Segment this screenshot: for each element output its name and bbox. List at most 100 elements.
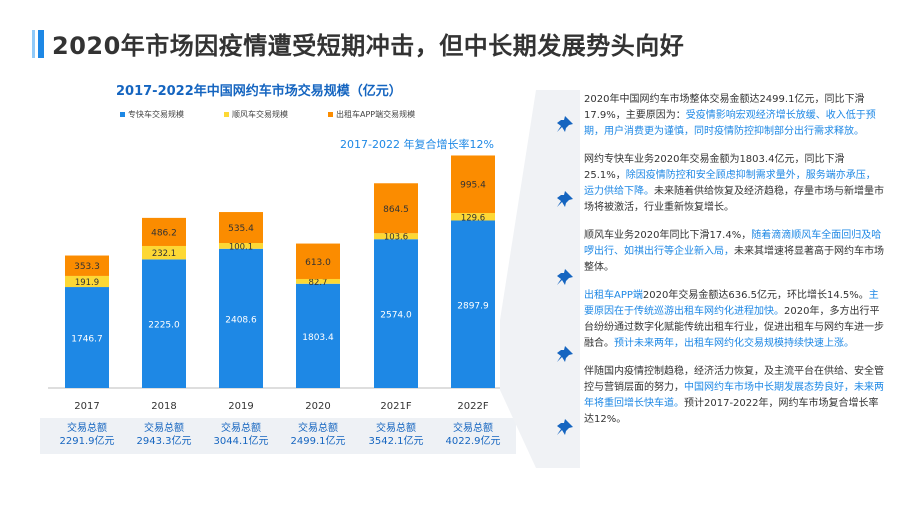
note-paragraph: 伴随国内疫情控制趋稳，经济活力恢复，及主流平台在供给、安全管控与营销层面的努力，… <box>584 364 884 428</box>
note-text: 2020年交易金额达636.5亿元，环比增长14.5%。 <box>642 290 869 301</box>
note-highlight: 出租车APP端 <box>584 290 643 301</box>
note-text: 网约专快车业务2020年交易金额为1803.4亿元，同比下滑25.1%， <box>584 154 845 181</box>
page-title: 2020年市场因疫情遭受短期冲击，但中长期发展势头向好 <box>52 32 685 60</box>
data-label: 82.7 <box>309 278 328 288</box>
note-text: 预计2017-2022年，网约车市场复合增长率达12%。 <box>584 398 879 425</box>
data-label: 864.5 <box>383 205 409 215</box>
note-highlight: 随着滴滴顺风车全面回归及哈啰出行、如祺出行等企业新入局， <box>584 230 882 257</box>
data-label: 535.4 <box>228 224 254 234</box>
bar-segment-2017-0 <box>65 287 109 388</box>
note-text: 顺风车业务2020年同比下滑17.4%， <box>584 230 752 241</box>
data-label: 100.1 <box>229 242 253 252</box>
legend-swatch <box>328 112 333 117</box>
note-paragraph: 出租车APP端2020年交易金额达636.5亿元，环比增长14.5%。主要原因在… <box>584 288 884 352</box>
legend-item-carpool: 顺风车交易规模 <box>224 109 288 120</box>
total-label: 交易总额 2499.1亿元 <box>278 422 358 448</box>
pushpin-icon <box>557 346 573 362</box>
pushpin-icon <box>557 191 573 207</box>
pushpin-icon <box>557 269 573 285</box>
total-caption: 交易总额 <box>453 423 493 434</box>
data-label: 232.1 <box>152 249 176 259</box>
note-highlight: 受疫情影响宏观经济增长放缓、收入低于预期，用户消费更为谨慎，同时疫情防控抑制部分… <box>584 110 876 137</box>
total-caption: 交易总额 <box>376 423 416 434</box>
total-label: 交易总额 2291.9亿元 <box>47 422 127 448</box>
bar-segment-2021F-2 <box>374 183 418 234</box>
total-label: 交易总额 4022.9亿元 <box>433 422 513 448</box>
bar-segment-2019-2 <box>219 212 263 243</box>
note-text: 未来随着供给恢复及经济趋稳，存量市场与新增量市场将被激活，行业重新恢复增长。 <box>584 186 884 213</box>
note-highlight: 中国网约车市场中长期发展态势良好，未来两年将重回增长快车道。 <box>584 382 884 409</box>
total-label: 交易总额 3044.1亿元 <box>201 422 281 448</box>
bar-segment-2017-1 <box>65 275 109 288</box>
total-caption: 交易总额 <box>221 423 261 434</box>
data-label: 995.4 <box>460 181 486 191</box>
bar-segment-2021F-1 <box>374 233 418 240</box>
note-paragraph: 2020年中国网约车市场整体交易金额达2499.1亿元，同比下滑17.9%，主要… <box>584 92 884 140</box>
bar-segment-2017-2 <box>65 255 109 276</box>
x-tick-label: 2017 <box>74 401 99 412</box>
bar-segment-2020-0 <box>296 283 340 388</box>
total-value: 2291.9亿元 <box>59 436 115 447</box>
x-tick-label: 2019 <box>228 401 253 412</box>
x-tick-label: 2021F <box>380 401 411 412</box>
x-tick-label: 2020 <box>305 401 330 412</box>
bar-segment-2020-1 <box>296 278 340 284</box>
bar-segment-2021F-0 <box>374 239 418 388</box>
title-accent-light <box>32 30 35 58</box>
x-tick-label: 2018 <box>151 401 176 412</box>
data-label: 2408.6 <box>225 315 257 325</box>
total-label: 交易总额 3542.1亿元 <box>356 422 436 448</box>
total-value: 4022.9亿元 <box>445 436 501 447</box>
legend-swatch <box>120 112 125 117</box>
data-label: 613.0 <box>305 258 331 268</box>
total-value: 3044.1亿元 <box>213 436 269 447</box>
cagr-annotation: 2017-2022 年复合增长率12% <box>340 138 494 151</box>
legend-swatch <box>224 112 229 117</box>
total-caption: 交易总额 <box>144 423 184 434</box>
bar-segment-2018-0 <box>142 259 186 388</box>
total-value: 2499.1亿元 <box>290 436 346 447</box>
legend-label: 出租车APP端交易规模 <box>336 110 416 119</box>
bar-segment-2018-1 <box>142 245 186 260</box>
total-value: 2943.3亿元 <box>136 436 192 447</box>
legend-label: 专快车交易规模 <box>128 110 184 119</box>
bar-segment-2022F-2 <box>451 155 495 214</box>
callout-trapezoid <box>500 90 580 468</box>
chart-legend: 专快车交易规模 顺风车交易规模 出租车APP端交易规模 <box>120 109 415 120</box>
pushpin-icon <box>557 116 573 132</box>
pushpin-icon <box>557 419 573 435</box>
data-label: 1746.7 <box>71 335 103 345</box>
totals-band <box>40 418 516 454</box>
data-label: 2225.0 <box>148 321 180 331</box>
legend-label: 顺风车交易规模 <box>232 110 288 119</box>
bar-segment-2020-2 <box>296 243 340 279</box>
bar-segment-2019-0 <box>219 248 263 388</box>
note-highlight: 预计未来两年，出租车网约化交易规模持续快速上涨。 <box>614 338 854 349</box>
title-accent <box>38 30 44 58</box>
bar-segment-2018-2 <box>142 217 186 246</box>
data-label: 129.6 <box>461 213 485 223</box>
data-label: 353.3 <box>74 262 100 272</box>
data-label: 2897.9 <box>457 301 489 311</box>
note-highlight: 主要原因在于传统巡游出租车网约化进程加快。 <box>584 290 879 317</box>
total-caption: 交易总额 <box>298 423 338 434</box>
x-tick-label: 2022F <box>457 401 488 412</box>
data-label: 486.2 <box>151 228 177 238</box>
note-highlight: 除因疫情防控和安全顾虑抑制需求量外，服务端亦承压，运力供给下降。 <box>584 170 876 197</box>
bar-segment-2022F-1 <box>451 213 495 221</box>
data-label: 103.6 <box>384 233 408 243</box>
chart-title: 2017-2022年中国网约车市场交易规模（亿元） <box>116 84 402 99</box>
bar-segment-2022F-0 <box>451 220 495 388</box>
note-paragraph: 顺风车业务2020年同比下滑17.4%，随着滴滴顺风车全面回归及哈啰出行、如祺出… <box>584 228 884 276</box>
data-label: 1803.4 <box>302 333 334 343</box>
bar-segment-2019-1 <box>219 242 263 249</box>
note-paragraph: 网约专快车业务2020年交易金额为1803.4亿元，同比下滑25.1%，除因疫情… <box>584 152 884 216</box>
note-text: 伴随国内疫情控制趋稳，经济活力恢复，及主流平台在供给、安全管控与营销层面的努力， <box>584 366 884 393</box>
legend-item-taxi: 出租车APP端交易规模 <box>328 109 415 120</box>
total-label: 交易总额 2943.3亿元 <box>124 422 204 448</box>
notes-panel: 2020年中国网约车市场整体交易金额达2499.1亿元，同比下滑17.9%，主要… <box>584 92 884 440</box>
note-text: 2020年，多方出行平台纷纷通过数字化赋能传统出租车行业，促进出租车与网约车进一… <box>584 306 884 349</box>
data-label: 2574.0 <box>380 311 412 321</box>
legend-item-express: 专快车交易规模 <box>120 109 184 120</box>
